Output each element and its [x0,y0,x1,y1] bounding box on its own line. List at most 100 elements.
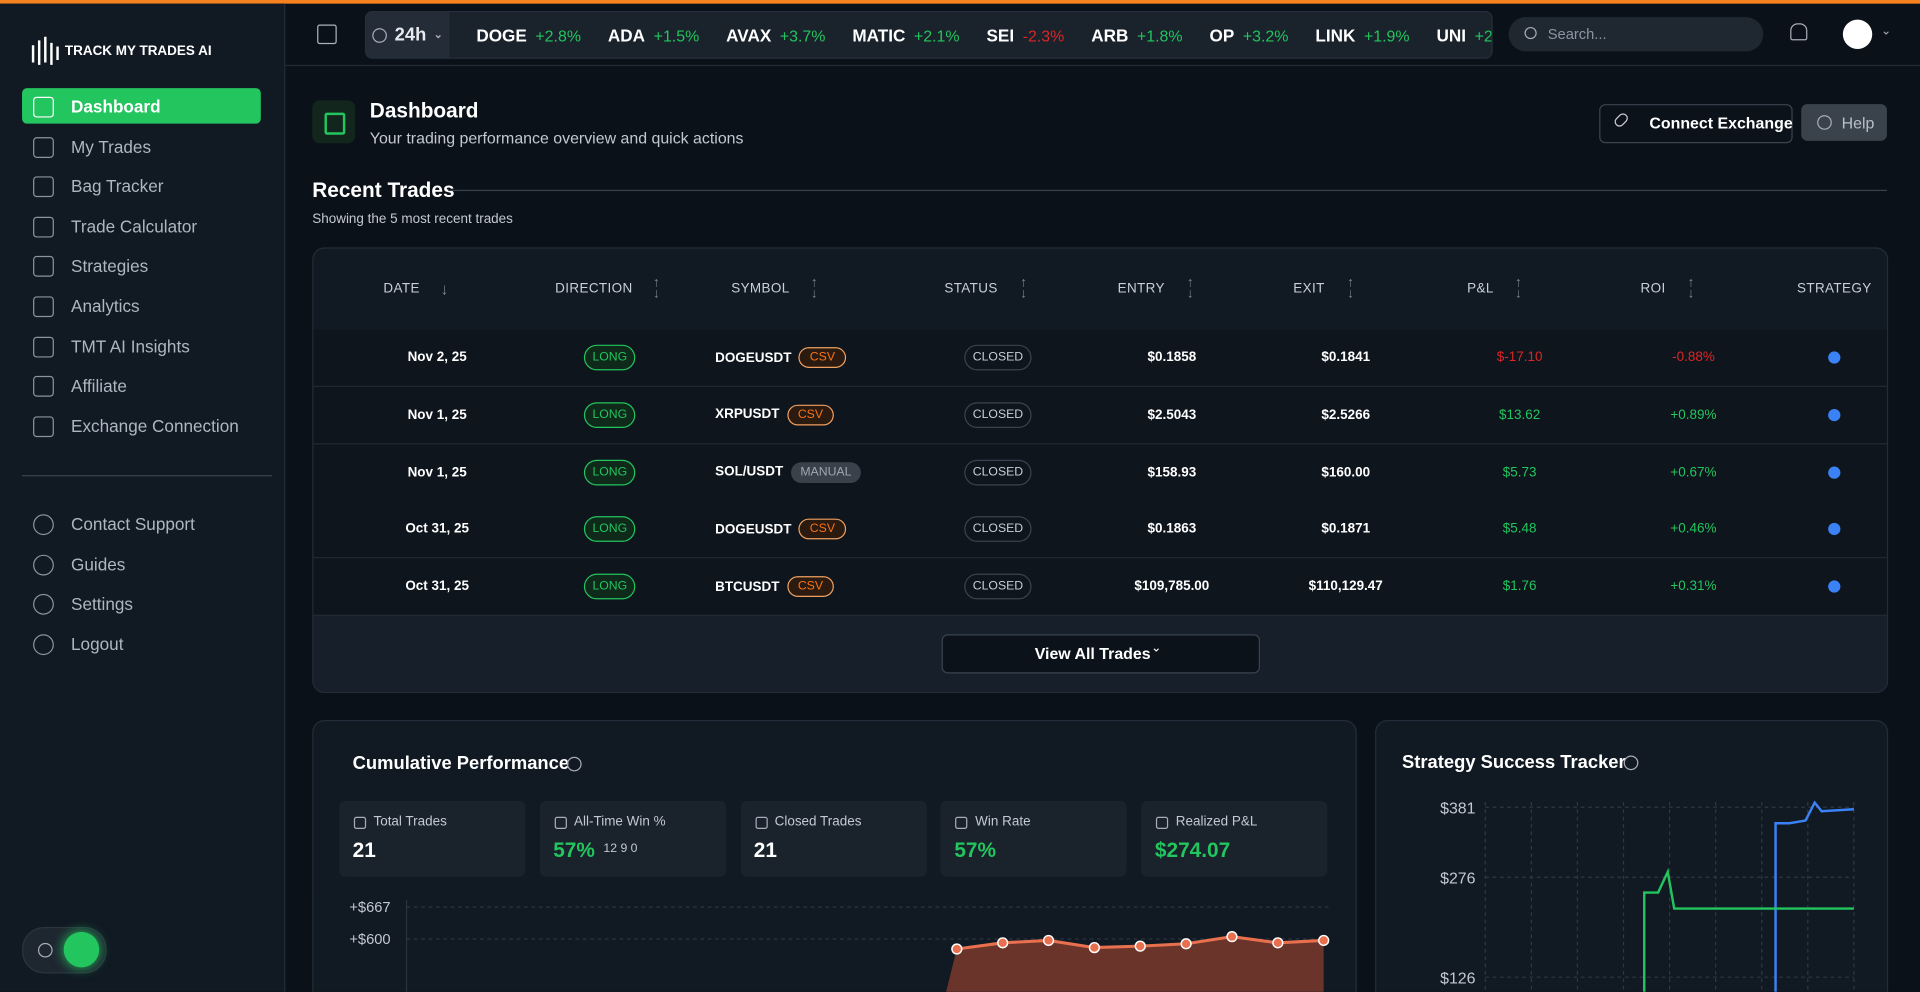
connect-label: Connect Exchange [1649,113,1793,133]
symbol-text: BTCUSDT [715,579,780,594]
stat-card [339,800,526,877]
column-header[interactable]: DATE [383,281,420,297]
search-box[interactable] [1508,17,1764,52]
nav-item[interactable]: Settings [71,594,133,614]
nav-item[interactable]: Contact Support [71,514,195,534]
nav-item[interactable]: Analytics [71,296,140,316]
stat-icon [755,816,768,829]
column-header[interactable]: ROI [1640,281,1666,297]
stat-label: Win Rate [975,814,1031,829]
ticker-item: ADA +1.5% [608,25,699,45]
column-header[interactable]: EXIT [1293,281,1325,297]
view-all-button[interactable] [941,634,1261,674]
page-subtitle: Your trading performance overview and qu… [369,128,744,147]
y-tick-label: $381 [1440,800,1476,817]
nav-item[interactable]: Dashboard [71,96,161,117]
nav-item[interactable]: Guides [71,554,126,574]
bell[interactable] [1790,23,1808,41]
nav-item[interactable]: My Trades [71,136,152,157]
sidebar [0,3,286,992]
column-header[interactable]: P&L [1467,281,1494,297]
status-pill: CLOSED [964,401,1032,428]
sort-icon: ↓ [440,279,449,299]
symbol-text: DOGEUSDT [715,350,792,365]
date: Nov 1, 25 [407,407,467,423]
row-bg [313,386,1887,445]
stat-value: 57% [553,838,595,863]
connect-button[interactable] [1599,104,1793,144]
column-header[interactable]: STATUS [944,281,998,297]
period-select[interactable]: 24h ⌄ [366,12,450,58]
date: Oct 31, 25 [405,521,469,537]
nav-active-bg [22,88,261,124]
nav-item[interactable]: Bag Tracker [71,176,164,197]
entry: $2.5043 [1147,407,1197,423]
ticker-change: +1.5% [653,26,700,45]
point [1226,931,1238,943]
row-bg [313,558,1887,616]
nav-icon [33,416,54,437]
search-placeholder: Search... [1547,25,1607,43]
sort-icon: ↑ ↓ [810,275,818,302]
strategy-dot [1828,408,1841,421]
view-all-label: View All Trades [1034,644,1151,663]
date: Oct 31, 25 [405,579,469,594]
logo-icon [31,36,59,65]
stat-value: 21 [352,838,376,863]
column-header[interactable]: STRATEGY [1797,281,1872,297]
column-header[interactable]: ENTRY [1117,281,1165,297]
ticker-change: -2.3% [1022,26,1065,45]
nav-item[interactable]: Logout [71,634,124,654]
point [951,943,963,955]
sort-icon: ↑ ↓ [1186,275,1194,302]
ticker-item: UNI +2.7% [1436,25,1491,45]
nav-item[interactable]: TMT AI Insights [71,336,190,356]
ticker: 24h ⌄ DOGE +2.8% ADA +1.5% AVAX +3.7% MATIC +2.1… [364,11,1493,59]
help-button[interactable] [1801,104,1887,141]
stat-icon [554,816,567,829]
brand: TRACK MY TRADES AI [64,44,212,59]
series-line [1643,867,1854,992]
sidebar-toggle[interactable] [317,24,337,45]
moon-button[interactable] [63,931,100,968]
exit: $160.00 [1321,464,1371,480]
nav-icon [33,634,54,656]
exit: $110,129.47 [1308,579,1383,594]
point [1272,937,1284,949]
y-tick-label: $276 [1440,870,1476,887]
exit: $2.5266 [1321,407,1371,423]
strategy-title: Strategy Success Tracker [1402,751,1626,773]
strategy-dot [1828,351,1841,364]
nav-icon [33,216,54,238]
performance-title: Cumulative Performance [352,753,570,774]
direction-pill: LONG [583,573,636,600]
avatar[interactable] [1842,19,1873,49]
ticker-change: +3.7% [779,26,826,45]
status-pill: CLOSED [964,516,1032,543]
ticker-change: +2.8% [535,26,581,45]
column-header[interactable]: SYMBOL [731,281,790,297]
exit: $0.1871 [1321,521,1371,537]
nav-item[interactable]: Trade Calculator [71,216,198,237]
ticker-symbol: MATIC [852,25,906,45]
nav-icon [33,336,54,358]
sort-icon: ↑ ↓ [652,275,660,302]
info-icon [566,756,582,772]
nav-item[interactable]: Exchange Connection [71,416,239,436]
nav-item[interactable]: Strategies [71,256,149,276]
source-badge: CSV [798,518,847,540]
ticker-change: +2.1% [913,26,960,45]
area [946,936,1324,992]
table-header-bg [313,248,1887,331]
nav-item[interactable]: Affiliate [71,376,127,396]
info-icon [1623,755,1639,771]
column-header[interactable]: DIRECTION [555,281,633,297]
y-tick-label: +$667 [349,900,390,916]
ticker-symbol: ARB [1091,25,1129,45]
ticker-item: MATIC +2.1% [852,25,959,45]
nav-icon [33,376,54,397]
nav-icon [33,256,54,278]
